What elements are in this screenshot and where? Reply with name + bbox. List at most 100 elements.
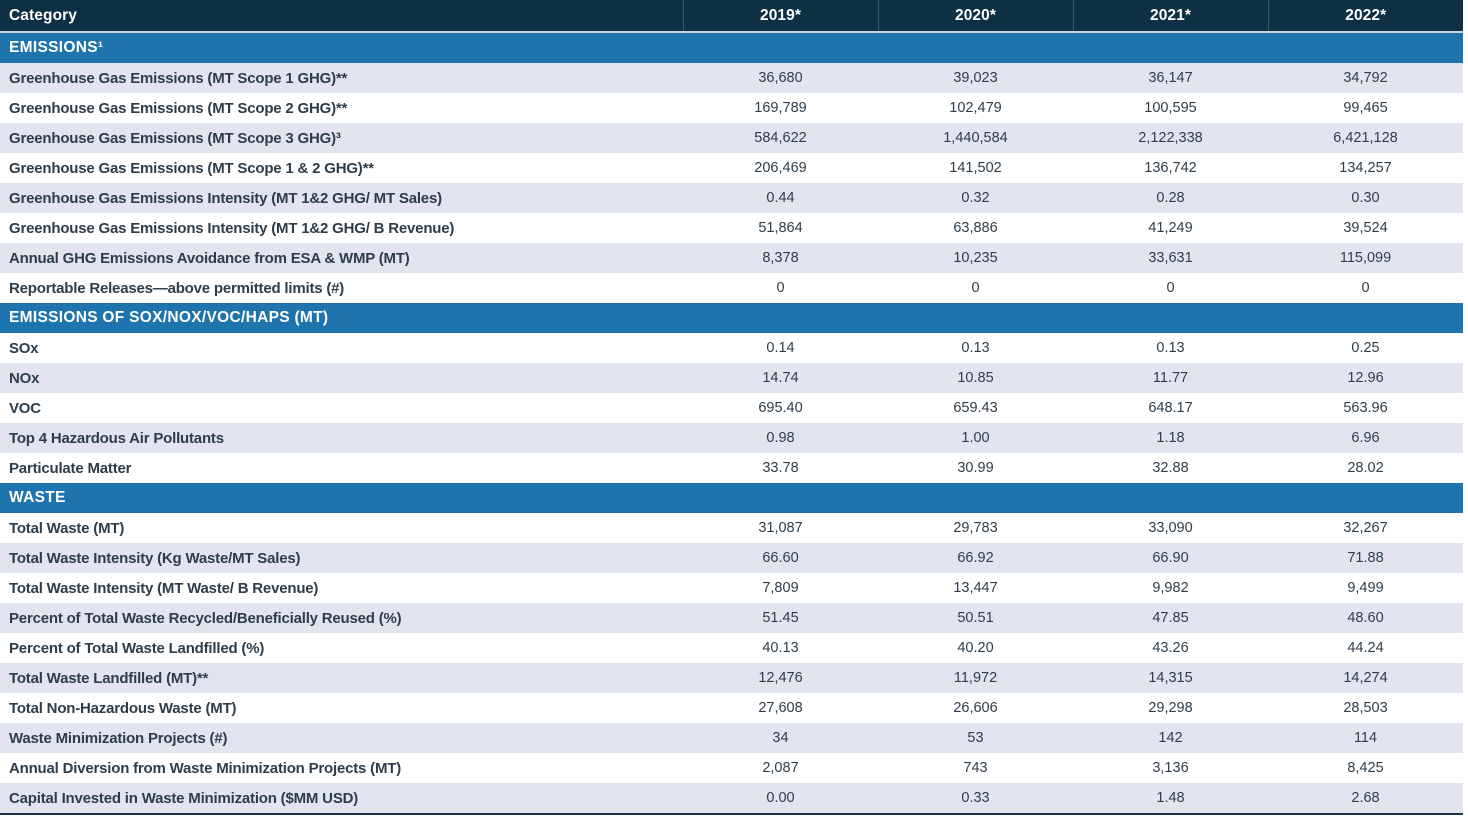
table-row: NOx 14.74 10.85 11.77 12.96 xyxy=(0,363,1463,393)
row-value: 0.13 xyxy=(1073,333,1268,363)
row-label: Percent of Total Waste Landfilled (%) xyxy=(0,633,683,663)
row-value: 39,524 xyxy=(1268,213,1463,243)
row-label: VOC xyxy=(0,393,683,423)
section-title: EMISSIONS OF SOX/NOX/VOC/HAPS (MT) xyxy=(0,303,1463,333)
row-value: 142 xyxy=(1073,723,1268,753)
row-value: 10,235 xyxy=(878,243,1073,273)
table-row: Waste Minimization Projects (#) 34 53 142 11… xyxy=(0,723,1463,753)
row-value: 6.96 xyxy=(1268,423,1463,453)
row-value: 0 xyxy=(1268,273,1463,303)
row-value: 9,499 xyxy=(1268,573,1463,603)
section-header-row: EMISSIONS OF SOX/NOX/VOC/HAPS (MT) xyxy=(0,303,1463,333)
table-row: Percent of Total Waste Recycled/Benefici… xyxy=(0,603,1463,633)
row-value: 0.33 xyxy=(878,783,1073,814)
row-value: 13,447 xyxy=(878,573,1073,603)
row-value: 0.44 xyxy=(683,183,878,213)
row-value: 66.92 xyxy=(878,543,1073,573)
row-value: 51,864 xyxy=(683,213,878,243)
row-value: 44.24 xyxy=(1268,633,1463,663)
row-label: SOx xyxy=(0,333,683,363)
row-value: 0.30 xyxy=(1268,183,1463,213)
table-body: EMISSIONS¹ Greenhouse Gas Emissions (MT S… xyxy=(0,32,1463,814)
row-value: 14.74 xyxy=(683,363,878,393)
row-label: Total Waste Landfilled (MT)** xyxy=(0,663,683,693)
row-value: 695.40 xyxy=(683,393,878,423)
row-value: 36,147 xyxy=(1073,63,1268,93)
row-value: 66.90 xyxy=(1073,543,1268,573)
row-value: 134,257 xyxy=(1268,153,1463,183)
row-label: Waste Minimization Projects (#) xyxy=(0,723,683,753)
row-value: 0 xyxy=(1073,273,1268,303)
section-title: WASTE xyxy=(0,483,1463,513)
row-value: 0 xyxy=(878,273,1073,303)
table-row: Particulate Matter 33.78 30.99 32.88 28.02 xyxy=(0,453,1463,483)
table-row: Total Non-Hazardous Waste (MT) 27,608 26,6… xyxy=(0,693,1463,723)
row-value: 29,783 xyxy=(878,513,1073,543)
row-value: 11.77 xyxy=(1073,363,1268,393)
row-value: 33.78 xyxy=(683,453,878,483)
row-value: 39,023 xyxy=(878,63,1073,93)
table-row: Total Waste Landfilled (MT)** 12,476 11,97… xyxy=(0,663,1463,693)
row-value: 33,090 xyxy=(1073,513,1268,543)
row-label: Particulate Matter xyxy=(0,453,683,483)
row-value: 9,982 xyxy=(1073,573,1268,603)
row-value: 53 xyxy=(878,723,1073,753)
row-value: 51.45 xyxy=(683,603,878,633)
row-value: 41,249 xyxy=(1073,213,1268,243)
row-label: Top 4 Hazardous Air Pollutants xyxy=(0,423,683,453)
row-value: 29,298 xyxy=(1073,693,1268,723)
row-label: Percent of Total Waste Recycled/Benefici… xyxy=(0,603,683,633)
row-value: 14,315 xyxy=(1073,663,1268,693)
row-value: 12.96 xyxy=(1268,363,1463,393)
row-value: 0 xyxy=(683,273,878,303)
row-value: 3,136 xyxy=(1073,753,1268,783)
row-value: 563.96 xyxy=(1268,393,1463,423)
column-header-category: Category xyxy=(0,0,683,33)
row-value: 2,087 xyxy=(683,753,878,783)
row-value: 71.88 xyxy=(1268,543,1463,573)
row-value: 50.51 xyxy=(878,603,1073,633)
row-value: 12,476 xyxy=(683,663,878,693)
row-value: 63,886 xyxy=(878,213,1073,243)
row-label: Total Waste Intensity (Kg Waste/MT Sales… xyxy=(0,543,683,573)
column-header-year-2021: 2021* xyxy=(1072,0,1268,33)
row-value: 40.13 xyxy=(683,633,878,663)
row-value: 169,789 xyxy=(683,93,878,123)
row-value: 1.48 xyxy=(1073,783,1268,814)
row-value: 8,378 xyxy=(683,243,878,273)
row-value: 743 xyxy=(878,753,1073,783)
row-label: Greenhouse Gas Emissions (MT Scope 1 & 2… xyxy=(0,153,683,183)
row-value: 648.17 xyxy=(1073,393,1268,423)
row-value: 0.00 xyxy=(683,783,878,814)
row-value: 43.26 xyxy=(1073,633,1268,663)
row-value: 0.14 xyxy=(683,333,878,363)
table-row: Total Waste Intensity (MT Waste/ B Reven… xyxy=(0,573,1463,603)
row-label: Total Waste Intensity (MT Waste/ B Reven… xyxy=(0,573,683,603)
table-row: Annual GHG Emissions Avoidance from ESA … xyxy=(0,243,1463,273)
row-label: Annual Diversion from Waste Minimization… xyxy=(0,753,683,783)
row-value: 100,595 xyxy=(1073,93,1268,123)
row-value: 7,809 xyxy=(683,573,878,603)
table-row: SOx 0.14 0.13 0.13 0.25 xyxy=(0,333,1463,363)
row-value: 115,099 xyxy=(1268,243,1463,273)
row-value: 6,421,128 xyxy=(1268,123,1463,153)
row-label: Greenhouse Gas Emissions Intensity (MT 1… xyxy=(0,213,683,243)
table-row: Total Waste (MT) 31,087 29,783 33,090 32,267 xyxy=(0,513,1463,543)
row-value: 26,606 xyxy=(878,693,1073,723)
column-header-year-2020: 2020* xyxy=(877,0,1073,33)
row-value: 27,608 xyxy=(683,693,878,723)
row-value: 2.68 xyxy=(1268,783,1463,814)
row-label: Total Waste (MT) xyxy=(0,513,683,543)
row-value: 0.28 xyxy=(1073,183,1268,213)
table-row: Annual Diversion from Waste Minimization… xyxy=(0,753,1463,783)
row-label: Greenhouse Gas Emissions (MT Scope 1 GHG… xyxy=(0,63,683,93)
row-value: 8,425 xyxy=(1268,753,1463,783)
row-value: 136,742 xyxy=(1073,153,1268,183)
row-value: 0.13 xyxy=(878,333,1073,363)
row-value: 102,479 xyxy=(878,93,1073,123)
row-value: 584,622 xyxy=(683,123,878,153)
table-row: Greenhouse Gas Emissions (MT Scope 3 GHG… xyxy=(0,123,1463,153)
esg-metrics-table: Category 2019* 2020* 2021* 2022* EMISSIO… xyxy=(0,0,1463,815)
row-value: 0.25 xyxy=(1268,333,1463,363)
table-row: Capital Invested in Waste Minimization (… xyxy=(0,783,1463,814)
